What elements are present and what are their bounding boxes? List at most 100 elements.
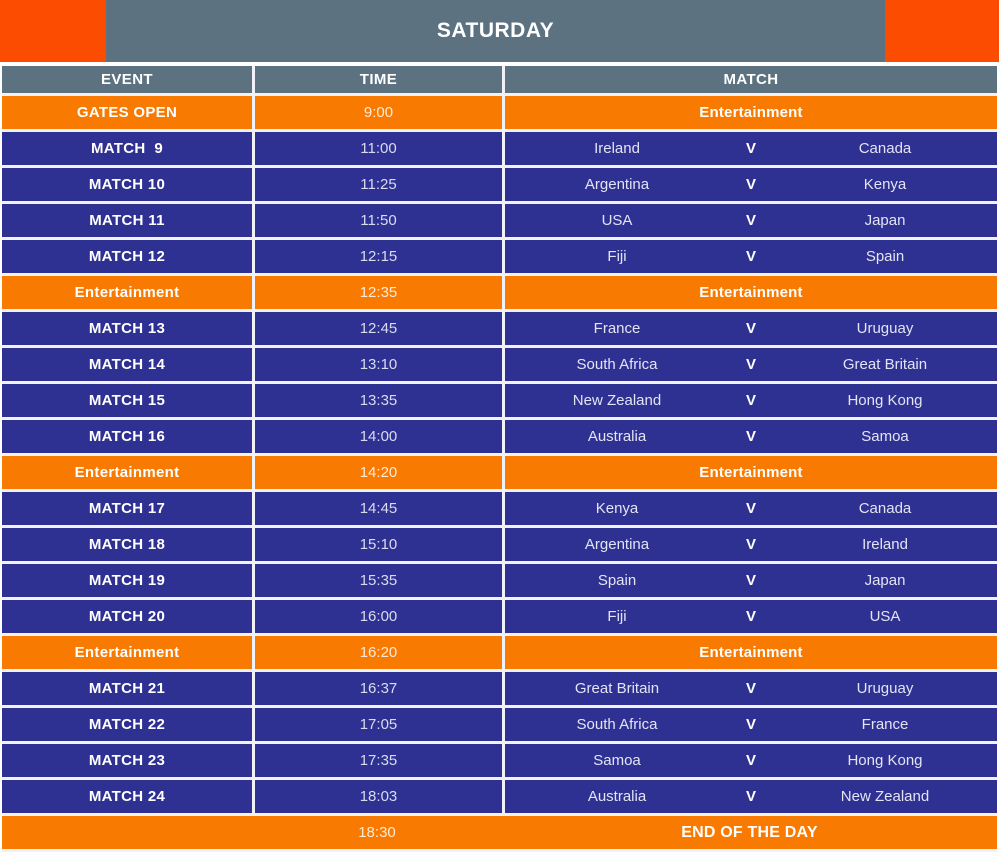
match-cell: Samoa V Hong Kong bbox=[502, 744, 997, 777]
home-team-label: France bbox=[593, 320, 641, 337]
event-cell: MATCH 10 bbox=[2, 168, 252, 201]
schedule-row: GATES OPEN 9:00 Entertainment bbox=[2, 96, 997, 132]
schedule-row: MATCH 23 17:35 Samoa V Hong Kong bbox=[2, 744, 997, 780]
time-cell: 16:00 bbox=[252, 600, 502, 633]
away-team-label: France bbox=[861, 716, 909, 733]
match-cell: New Zealand V Hong Kong bbox=[502, 384, 997, 417]
match-cell: Entertainment bbox=[502, 456, 997, 489]
match-line: Kenya V Canada bbox=[505, 500, 997, 517]
match-line: Samoa V Hong Kong bbox=[505, 752, 997, 769]
match-cell: Australia V Samoa bbox=[502, 420, 997, 453]
match-cell: France V Uruguay bbox=[502, 312, 997, 345]
match-line: South Africa V Great Britain bbox=[505, 356, 997, 373]
event-label: MATCH 18 bbox=[88, 536, 166, 553]
match-cell: Australia V New Zealand bbox=[502, 780, 997, 813]
vs-label: V bbox=[745, 212, 756, 229]
schedule-row: MATCH 14 13:10 South Africa V Great Britain bbox=[2, 348, 997, 384]
event-cell: MATCH 13 bbox=[2, 312, 252, 345]
match-cell: Argentina V Ireland bbox=[502, 528, 997, 561]
time-cell: 16:37 bbox=[252, 672, 502, 705]
schedule-row: MATCH 13 12:45 France V Uruguay bbox=[2, 312, 997, 348]
event-label: MATCH 14 bbox=[88, 356, 166, 373]
schedule-row: MATCH 18 15:10 Argentina V Ireland bbox=[2, 528, 997, 564]
time-label: 13:10 bbox=[359, 356, 398, 373]
event-cell: MATCH 21 bbox=[2, 672, 252, 705]
event-cell: MATCH 9 bbox=[2, 132, 252, 165]
match-line: Argentina V Ireland bbox=[505, 536, 997, 553]
event-cell: MATCH 15 bbox=[2, 384, 252, 417]
match-line: Australia V Samoa bbox=[505, 428, 997, 445]
time-cell: 15:35 bbox=[252, 564, 502, 597]
schedule-row: MATCH 21 16:37 Great Britain V Uruguay bbox=[2, 672, 997, 708]
vs-label: V bbox=[745, 536, 756, 553]
day-title: SATURDAY bbox=[436, 19, 555, 42]
event-cell: MATCH 23 bbox=[2, 744, 252, 777]
event-cell: MATCH 19 bbox=[2, 564, 252, 597]
home-team-label: South Africa bbox=[576, 716, 658, 733]
event-label: MATCH 9 bbox=[90, 140, 164, 157]
event-cell: Entertainment bbox=[2, 276, 252, 309]
match-line: USA V Japan bbox=[505, 212, 997, 229]
entertainment-label: Entertainment bbox=[699, 464, 803, 481]
event-label: MATCH 21 bbox=[88, 680, 166, 697]
time-cell: 14:45 bbox=[252, 492, 502, 525]
schedule-row: MATCH 11 11:50 USA V Japan bbox=[2, 204, 997, 240]
match-line: Argentina V Kenya bbox=[505, 176, 997, 193]
event-label: Entertainment bbox=[74, 464, 180, 481]
time-label: 14:00 bbox=[359, 428, 398, 445]
time-label: 14:45 bbox=[359, 500, 398, 517]
day-banner: SATURDAY bbox=[0, 0, 999, 62]
event-label: MATCH 15 bbox=[88, 392, 166, 409]
schedule-row: MATCH 9 11:00 Ireland V Canada bbox=[2, 132, 997, 168]
away-team-label: Great Britain bbox=[842, 356, 928, 373]
time-label: 9:00 bbox=[363, 104, 394, 121]
schedule-row: Entertainment 16:20 Entertainment bbox=[2, 636, 997, 672]
event-label: MATCH 19 bbox=[88, 572, 166, 589]
away-team-label: Canada bbox=[858, 140, 912, 157]
time-label: 15:35 bbox=[359, 572, 398, 589]
home-team-label: Fiji bbox=[607, 248, 627, 265]
vs-label: V bbox=[745, 140, 756, 157]
home-team-label: Spain bbox=[597, 572, 637, 589]
time-label: 18:03 bbox=[359, 788, 398, 805]
event-cell: MATCH 12 bbox=[2, 240, 252, 273]
banner-left-orange-block bbox=[0, 0, 106, 62]
schedule-row: MATCH 17 14:45 Kenya V Canada bbox=[2, 492, 997, 528]
end-of-day-label: END OF THE DAY bbox=[681, 823, 818, 841]
time-cell: 13:10 bbox=[252, 348, 502, 381]
vs-label: V bbox=[745, 680, 756, 697]
time-label: 13:35 bbox=[359, 392, 398, 409]
event-column-header: EVENT bbox=[2, 66, 252, 93]
schedule-row: MATCH 20 16:00 Fiji V USA bbox=[2, 600, 997, 636]
time-cell: 13:35 bbox=[252, 384, 502, 417]
event-label: MATCH 11 bbox=[89, 212, 165, 229]
time-label: 15:10 bbox=[359, 536, 398, 553]
time-label: 17:35 bbox=[359, 752, 398, 769]
home-team-label: Kenya bbox=[595, 500, 639, 517]
schedule-row: MATCH 15 13:35 New Zealand V Hong Kong bbox=[2, 384, 997, 420]
time-cell: 14:00 bbox=[252, 420, 502, 453]
vs-label: V bbox=[745, 752, 756, 769]
event-cell: MATCH 14 bbox=[2, 348, 252, 381]
event-cell: MATCH 22 bbox=[2, 708, 252, 741]
vs-label: V bbox=[745, 320, 756, 337]
event-label: MATCH 13 bbox=[88, 320, 166, 337]
time-cell: 16:20 bbox=[252, 636, 502, 669]
match-cell: END OF THE DAY bbox=[502, 816, 997, 849]
time-label: 14:20 bbox=[359, 464, 398, 481]
time-cell: 9:00 bbox=[252, 96, 502, 129]
time-label: 11:00 bbox=[360, 140, 397, 157]
time-label: 17:05 bbox=[359, 716, 398, 733]
schedule-rows: GATES OPEN 9:00 Entertainment MATCH 9 11:00 I… bbox=[2, 96, 997, 852]
event-cell: MATCH 11 bbox=[2, 204, 252, 237]
entertainment-label: Entertainment bbox=[699, 644, 803, 661]
match-cell: South Africa V Great Britain bbox=[502, 348, 997, 381]
time-cell: 11:25 bbox=[252, 168, 502, 201]
vs-label: V bbox=[745, 392, 756, 409]
time-cell: 18:30 bbox=[252, 816, 502, 849]
banner-right-orange-block bbox=[885, 0, 999, 62]
match-line: Fiji V Spain bbox=[505, 248, 997, 265]
schedule-row: Entertainment 12:35 Entertainment bbox=[2, 276, 997, 312]
vs-label: V bbox=[745, 716, 756, 733]
entertainment-label: Entertainment bbox=[699, 284, 803, 301]
